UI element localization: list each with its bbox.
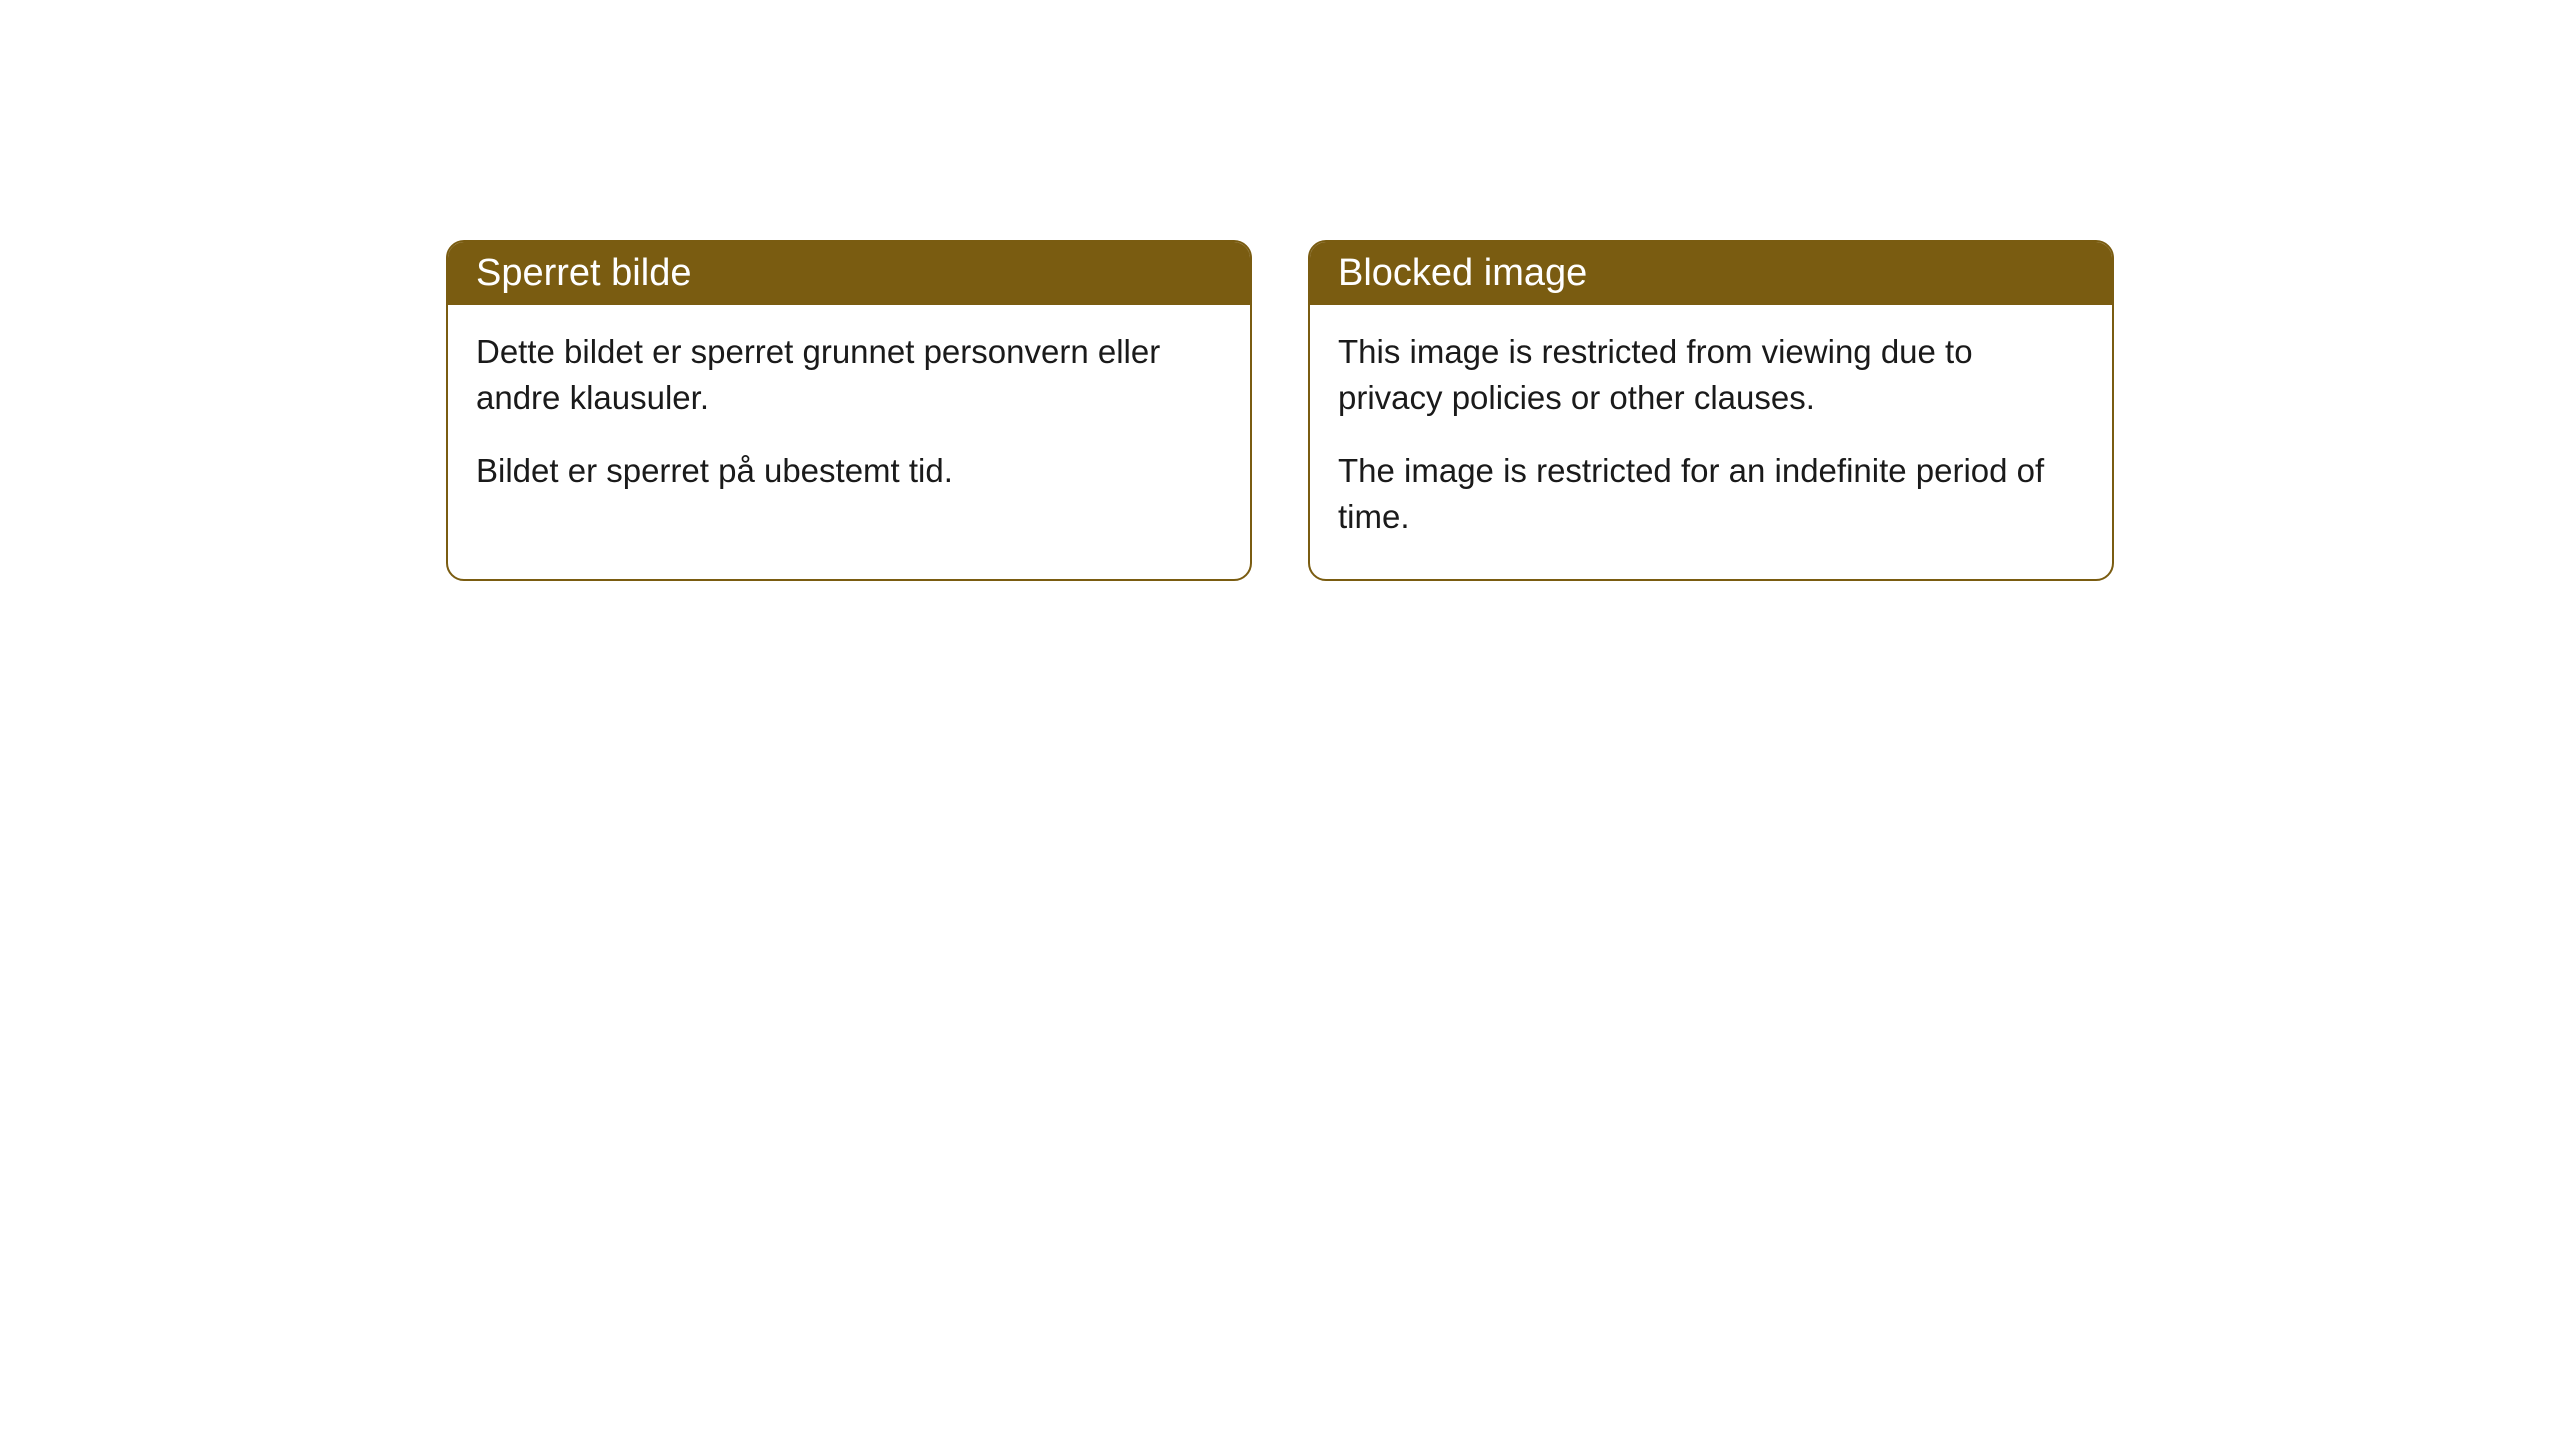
blocked-image-card-english: Blocked image This image is restricted f… <box>1308 240 2114 581</box>
card-header: Blocked image <box>1310 242 2112 305</box>
card-paragraph: The image is restricted for an indefinit… <box>1338 448 2084 539</box>
card-title: Sperret bilde <box>476 252 691 294</box>
card-paragraph: Bildet er sperret på ubestemt tid. <box>476 448 1222 494</box>
card-paragraph: Dette bildet er sperret grunnet personve… <box>476 329 1222 420</box>
card-header: Sperret bilde <box>448 242 1250 305</box>
card-body: This image is restricted from viewing du… <box>1310 305 2112 579</box>
blocked-image-card-norwegian: Sperret bilde Dette bildet er sperret gr… <box>446 240 1252 581</box>
card-paragraph: This image is restricted from viewing du… <box>1338 329 2084 420</box>
card-container: Sperret bilde Dette bildet er sperret gr… <box>446 240 2114 581</box>
card-title: Blocked image <box>1338 252 1587 294</box>
card-body: Dette bildet er sperret grunnet personve… <box>448 305 1250 534</box>
